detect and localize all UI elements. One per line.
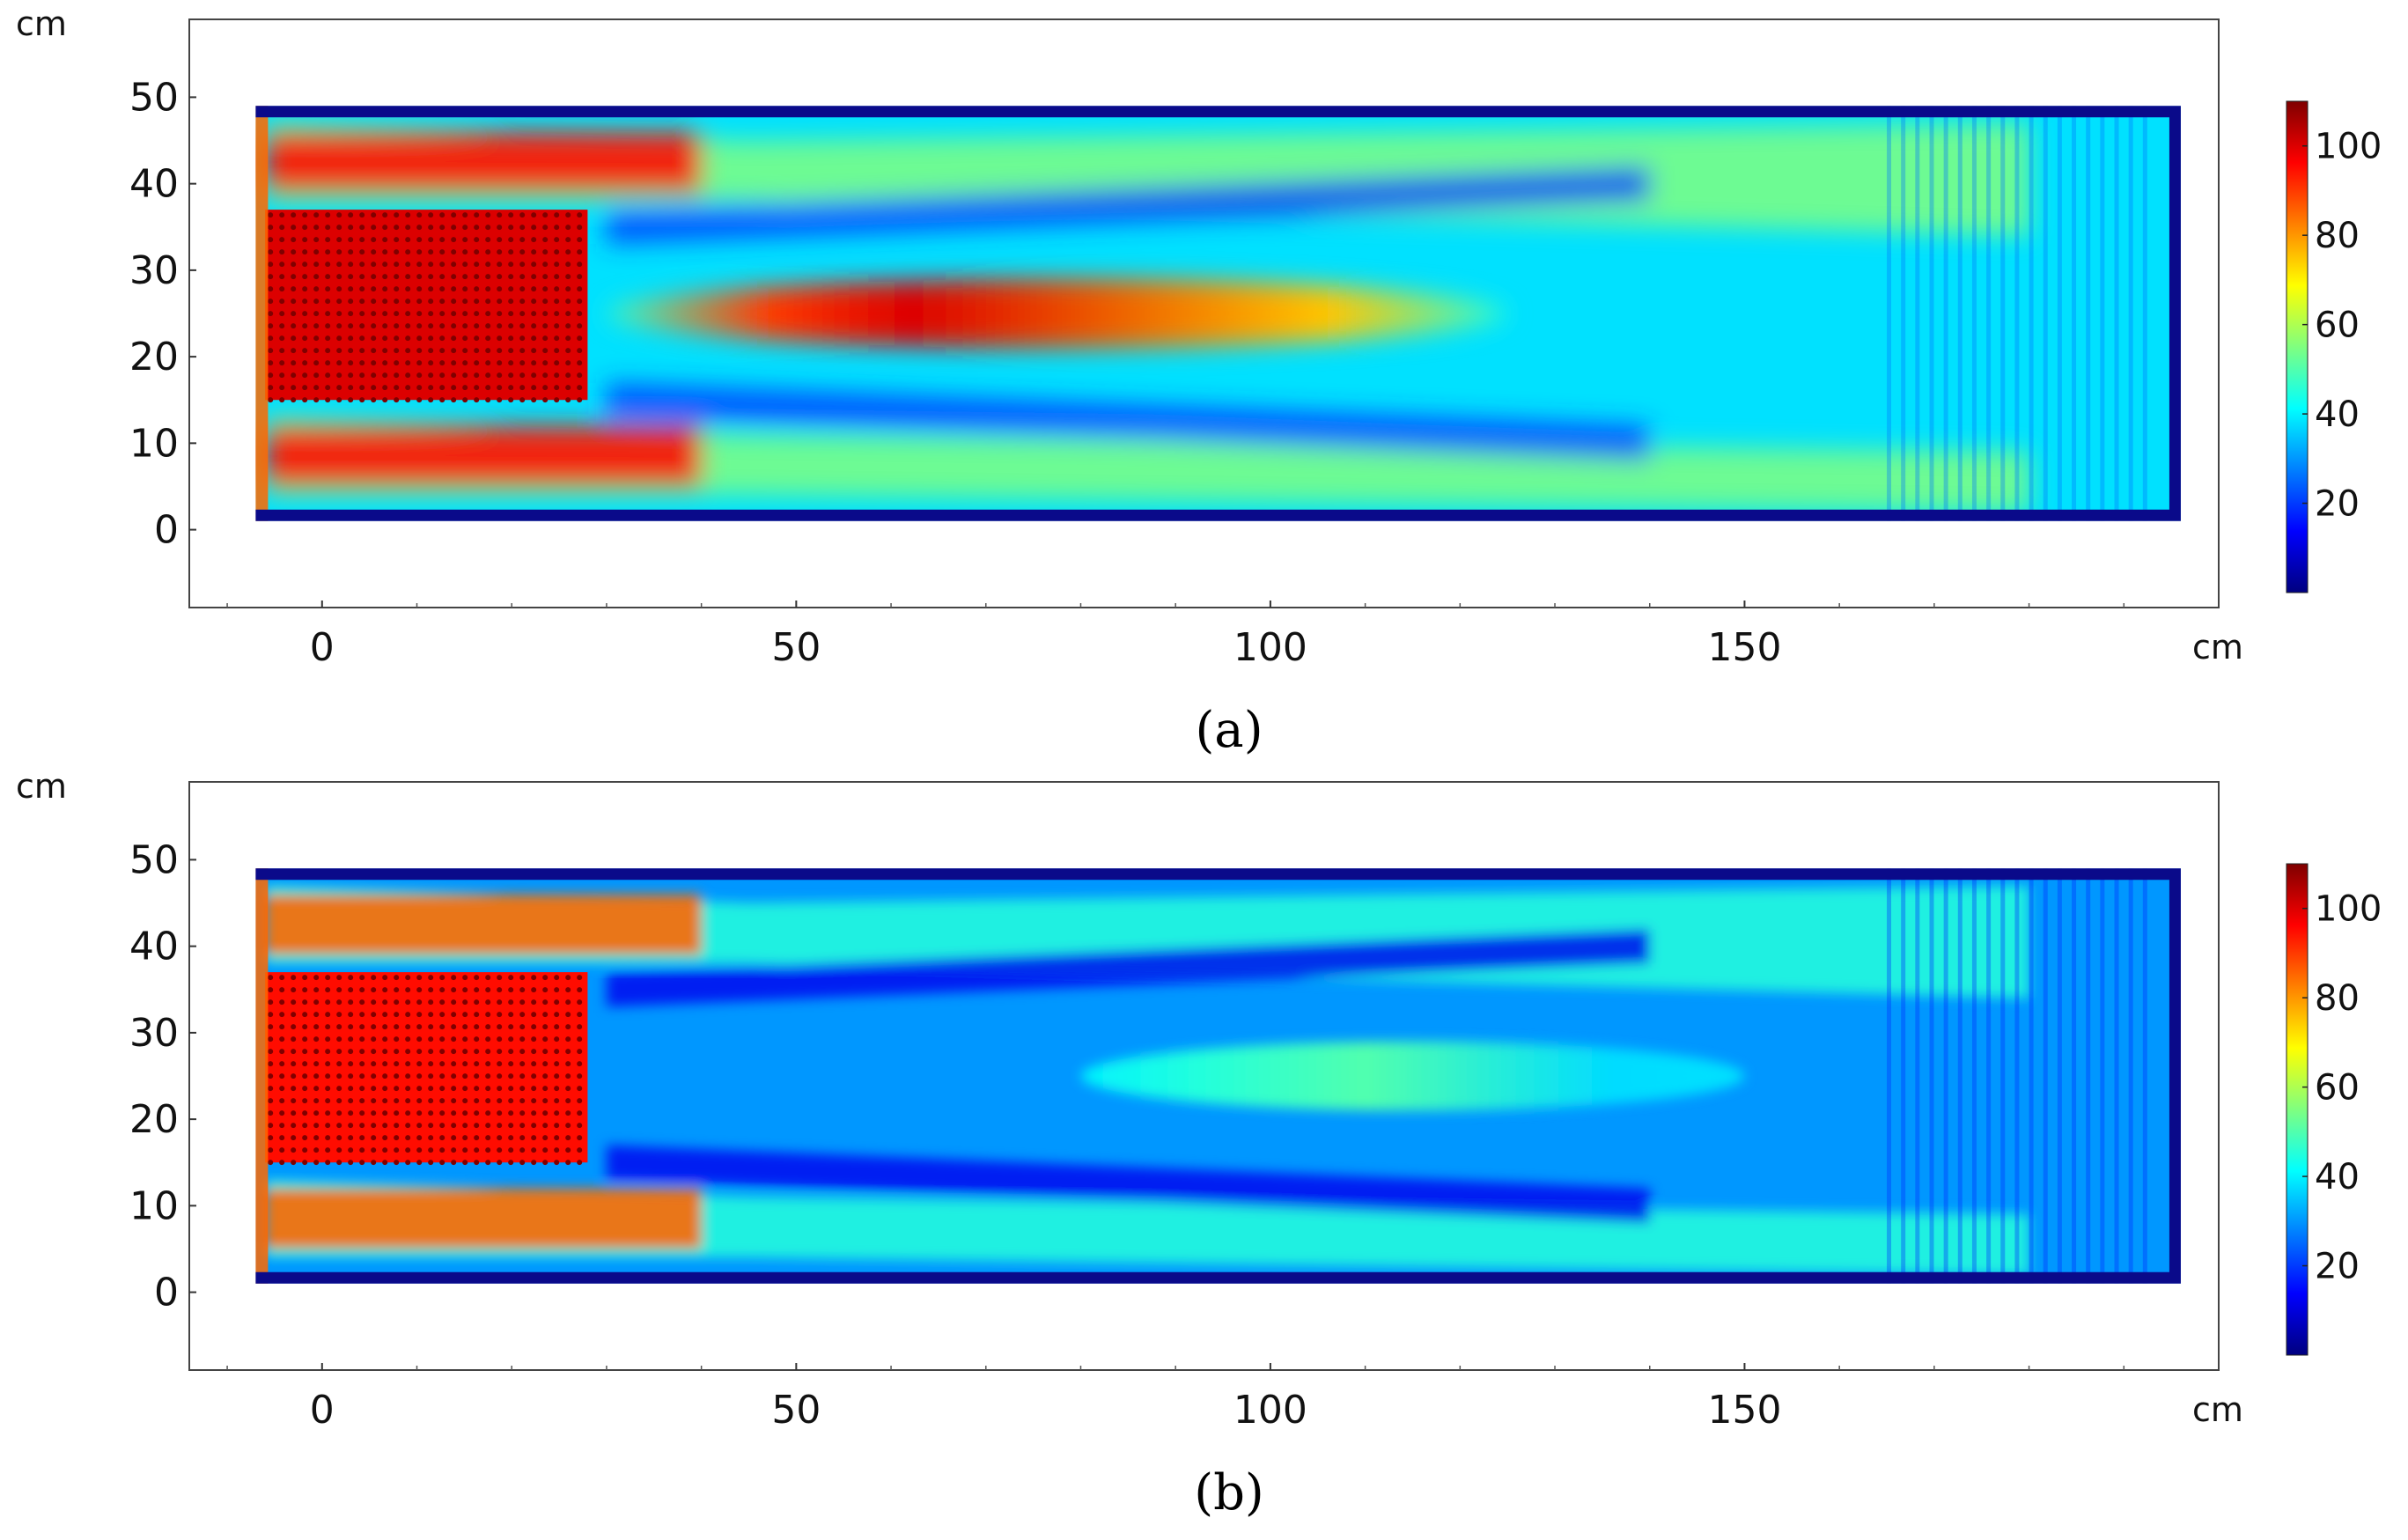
colorbar-gradient: [2286, 863, 2309, 1356]
left-edge: [255, 106, 269, 521]
side-lobe-core: [265, 131, 702, 193]
caption-a: (a): [1195, 702, 1263, 759]
colorbar-tick-label: 60: [2315, 1068, 2360, 1109]
panel-a: 0 50 100 150 0 10 20 30 40 50 cm cm 20 40 60 80 100 (…: [16, 4, 2382, 759]
colorbar-tick-label: 80: [2315, 978, 2360, 1019]
source-block: [265, 210, 588, 401]
colorbar-tick-label: 60: [2315, 306, 2360, 346]
colorbar-tick-label: 20: [2315, 484, 2360, 525]
right-fringes: [1887, 868, 2147, 1284]
shadow-band: [606, 1145, 1650, 1223]
side-lobe-core: [265, 1188, 702, 1249]
plot-frame: [188, 781, 2220, 1371]
colorbar-gradient: [2286, 100, 2309, 593]
source-block: [265, 972, 588, 1163]
x-tick-label: 50: [771, 1388, 821, 1433]
y-unit-label-a: cm: [16, 4, 67, 43]
side-lobe-core: [265, 894, 702, 955]
source-speckle: [268, 975, 583, 1166]
right-fringes: [1887, 106, 2147, 521]
x-tick-label: 150: [1707, 625, 1781, 670]
x-tick-label: 100: [1233, 1388, 1307, 1433]
y-tick-label: 10: [129, 1183, 179, 1228]
side-lobe: [265, 416, 2029, 512]
y-tick-label: 50: [129, 837, 179, 882]
x-tick-label: 100: [1233, 625, 1307, 670]
x-unit-label-a: cm: [2192, 628, 2243, 667]
field-map-a: [255, 106, 2181, 521]
shadow-band: [606, 382, 1650, 461]
side-lobe: [265, 122, 2029, 236]
source-speckle: [268, 212, 583, 403]
colorbar-tick-label: 40: [2315, 394, 2360, 435]
central-beam: [606, 278, 1508, 349]
x-unit-label-b: cm: [2192, 1390, 2243, 1429]
axis-ticks-b: 0 50 100 150 0 10 20 30 40 50: [129, 837, 2125, 1433]
left-edge: [255, 868, 269, 1284]
central-beam: [1080, 1041, 1745, 1111]
y-tick-label: 20: [129, 335, 179, 379]
y-tick-label: 30: [129, 248, 179, 293]
caption-b: (b): [1194, 1464, 1264, 1522]
panel-b: 0 50 100 150 0 10 20 30 40 50 cm cm 20 40 60 80 100 (…: [16, 767, 2382, 1522]
x-tick-label: 50: [771, 625, 821, 670]
colorbar-a: 20 40 60 80 100: [2286, 100, 2382, 593]
colorbar-tick-label: 80: [2315, 216, 2360, 256]
axes-frame-b: [188, 781, 2220, 1371]
colorbar-b: 20 40 60 80 100: [2286, 863, 2382, 1356]
y-tick-label: 40: [129, 925, 179, 969]
colorbar-tick-label: 40: [2315, 1157, 2360, 1197]
axes-frame-a: [188, 18, 2220, 608]
plot-frame: [188, 18, 2220, 608]
x-tick-label: 0: [310, 1388, 335, 1433]
x-tick-label: 0: [310, 625, 335, 670]
field-map-b: [255, 868, 2181, 1284]
shadow-band: [606, 166, 1650, 245]
shadow-band: [606, 929, 1650, 1007]
side-lobe: [265, 1179, 2029, 1275]
y-tick-label: 10: [129, 421, 179, 466]
y-unit-label-b: cm: [16, 767, 67, 806]
side-lobe: [265, 885, 2029, 998]
y-tick-label: 0: [154, 1271, 179, 1315]
colorbar-tick-label: 100: [2315, 889, 2382, 930]
y-tick-label: 20: [129, 1097, 179, 1142]
x-tick-label: 150: [1707, 1388, 1781, 1433]
y-tick-label: 30: [129, 1011, 179, 1056]
colorbar-tick-label: 100: [2315, 127, 2382, 167]
y-tick-label: 40: [129, 162, 179, 207]
side-lobe-core: [265, 425, 702, 487]
axis-ticks-a: 0 50 100 150 0 10 20 30 40 50: [129, 75, 2125, 670]
y-tick-label: 0: [154, 508, 179, 553]
y-tick-label: 50: [129, 75, 179, 120]
colorbar-tick-label: 20: [2315, 1247, 2360, 1287]
